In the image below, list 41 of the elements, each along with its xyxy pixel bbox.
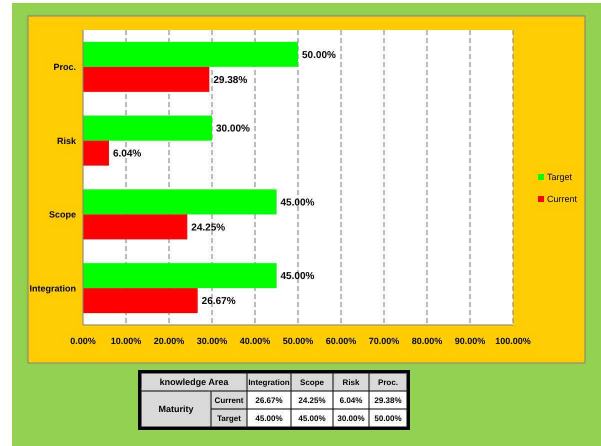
data-label: 24.25% <box>191 222 226 234</box>
y-tick-label: Integration <box>30 283 76 294</box>
x-tick-label: 50.00% <box>282 336 314 346</box>
data-label: 45.00% <box>280 197 315 208</box>
text: 6.04% <box>340 396 362 405</box>
x-tick-label: 80.00% <box>412 336 442 346</box>
category-label: Risk <box>342 378 360 387</box>
data-label: 45.00% <box>280 271 315 282</box>
text: 24.25% <box>298 396 326 405</box>
x-tick-label: 10.00% <box>110 336 142 346</box>
x-tick-label: 30.00% <box>196 336 228 346</box>
category-label: Scope <box>300 378 324 387</box>
legend-label: Target <box>547 172 573 182</box>
category-label: Proc. <box>378 378 398 387</box>
x-tick-label: 20.00% <box>154 336 184 346</box>
x-tick-label: 100.00% <box>495 336 531 346</box>
text: 50.00% <box>374 414 402 423</box>
y-tick-label: Risk <box>56 136 77 146</box>
x-tick-label: 0.00% <box>70 336 96 346</box>
data-label: 26.67% <box>202 296 236 308</box>
data-label: 50.00% <box>302 50 336 61</box>
x-tick-label: 70.00% <box>368 336 400 346</box>
data-label: 30.00% <box>216 124 250 135</box>
text: 45.00% <box>255 414 283 423</box>
text: 45.00% <box>298 414 326 423</box>
y-tick-label: Proc. <box>53 62 76 72</box>
category-label: Integration <box>248 378 290 387</box>
data-label: 6.04% <box>112 148 142 160</box>
y-tick-label: Scope <box>48 210 76 220</box>
x-tick-label: 40.00% <box>240 336 270 346</box>
text: Current <box>214 396 244 405</box>
text: 29.38% <box>374 396 402 405</box>
text: Target <box>217 414 241 423</box>
data-label: 29.38% <box>213 74 248 86</box>
text: knowledge Area <box>160 377 230 388</box>
x-tick-label: 60.00% <box>326 336 356 346</box>
text: 26.67% <box>255 396 283 405</box>
x-tick-label: 90.00% <box>454 336 486 346</box>
text: Maturity <box>158 404 194 414</box>
legend-label: Current <box>547 194 578 204</box>
text: 30.00% <box>337 414 365 423</box>
